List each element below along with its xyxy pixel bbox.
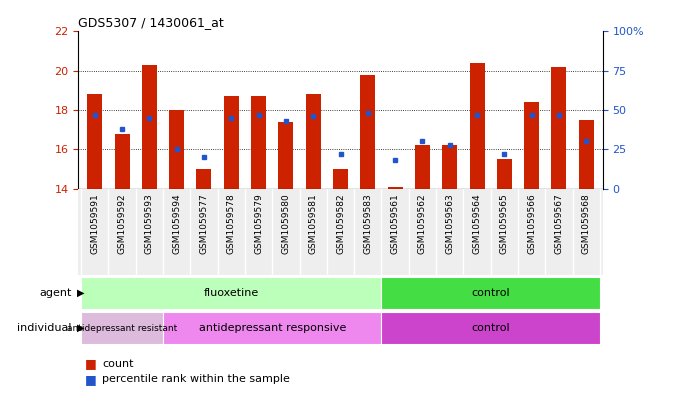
Text: GSM1059579: GSM1059579 xyxy=(254,193,263,254)
Text: GSM1059567: GSM1059567 xyxy=(554,193,563,254)
Bar xyxy=(251,96,266,189)
Text: GSM1059581: GSM1059581 xyxy=(308,193,318,254)
Bar xyxy=(442,145,457,189)
Text: percentile rank within the sample: percentile rank within the sample xyxy=(102,374,290,384)
Text: GSM1059561: GSM1059561 xyxy=(391,193,400,254)
Text: antidepressant responsive: antidepressant responsive xyxy=(199,323,346,333)
Text: GSM1059566: GSM1059566 xyxy=(527,193,536,254)
Text: antidepressant resistant: antidepressant resistant xyxy=(67,324,177,332)
Bar xyxy=(78,189,603,275)
Text: GSM1059591: GSM1059591 xyxy=(90,193,99,254)
Text: GSM1059565: GSM1059565 xyxy=(500,193,509,254)
Bar xyxy=(469,63,485,189)
Bar xyxy=(387,187,402,189)
Bar xyxy=(415,145,430,189)
Bar xyxy=(381,312,600,344)
Bar xyxy=(306,94,321,189)
Bar xyxy=(142,65,157,189)
Bar xyxy=(114,134,129,189)
Text: GSM1059578: GSM1059578 xyxy=(227,193,236,254)
Text: agent: agent xyxy=(39,288,72,298)
Text: GSM1059594: GSM1059594 xyxy=(172,193,181,253)
Bar xyxy=(524,102,539,189)
Text: GSM1059582: GSM1059582 xyxy=(336,193,345,253)
Bar xyxy=(579,120,594,189)
Bar xyxy=(360,75,375,189)
Bar xyxy=(497,159,512,189)
Text: ■: ■ xyxy=(85,357,97,370)
Text: ■: ■ xyxy=(85,373,97,386)
Bar xyxy=(333,169,348,189)
Text: GSM1059577: GSM1059577 xyxy=(200,193,208,254)
Text: GSM1059564: GSM1059564 xyxy=(473,193,481,253)
Text: GDS5307 / 1430061_at: GDS5307 / 1430061_at xyxy=(78,16,224,29)
Text: control: control xyxy=(471,323,510,333)
Text: individual: individual xyxy=(17,323,72,333)
Text: GSM1059562: GSM1059562 xyxy=(418,193,427,253)
Bar xyxy=(381,277,600,309)
Bar xyxy=(87,94,102,189)
Text: GSM1059563: GSM1059563 xyxy=(445,193,454,254)
Bar xyxy=(224,96,239,189)
Bar xyxy=(163,312,381,344)
Text: fluoxetine: fluoxetine xyxy=(204,288,259,298)
Bar xyxy=(196,169,212,189)
Text: control: control xyxy=(471,288,510,298)
Bar xyxy=(81,312,163,344)
Text: ▶: ▶ xyxy=(77,288,84,298)
Text: GSM1059583: GSM1059583 xyxy=(363,193,373,254)
Text: count: count xyxy=(102,358,133,369)
Text: GSM1059568: GSM1059568 xyxy=(582,193,591,254)
Text: ▶: ▶ xyxy=(77,323,84,333)
Bar xyxy=(169,110,184,189)
Bar xyxy=(81,277,381,309)
Bar xyxy=(279,122,294,189)
Text: GSM1059580: GSM1059580 xyxy=(281,193,290,254)
Text: GSM1059592: GSM1059592 xyxy=(118,193,127,253)
Bar xyxy=(552,67,567,189)
Text: GSM1059593: GSM1059593 xyxy=(145,193,154,254)
